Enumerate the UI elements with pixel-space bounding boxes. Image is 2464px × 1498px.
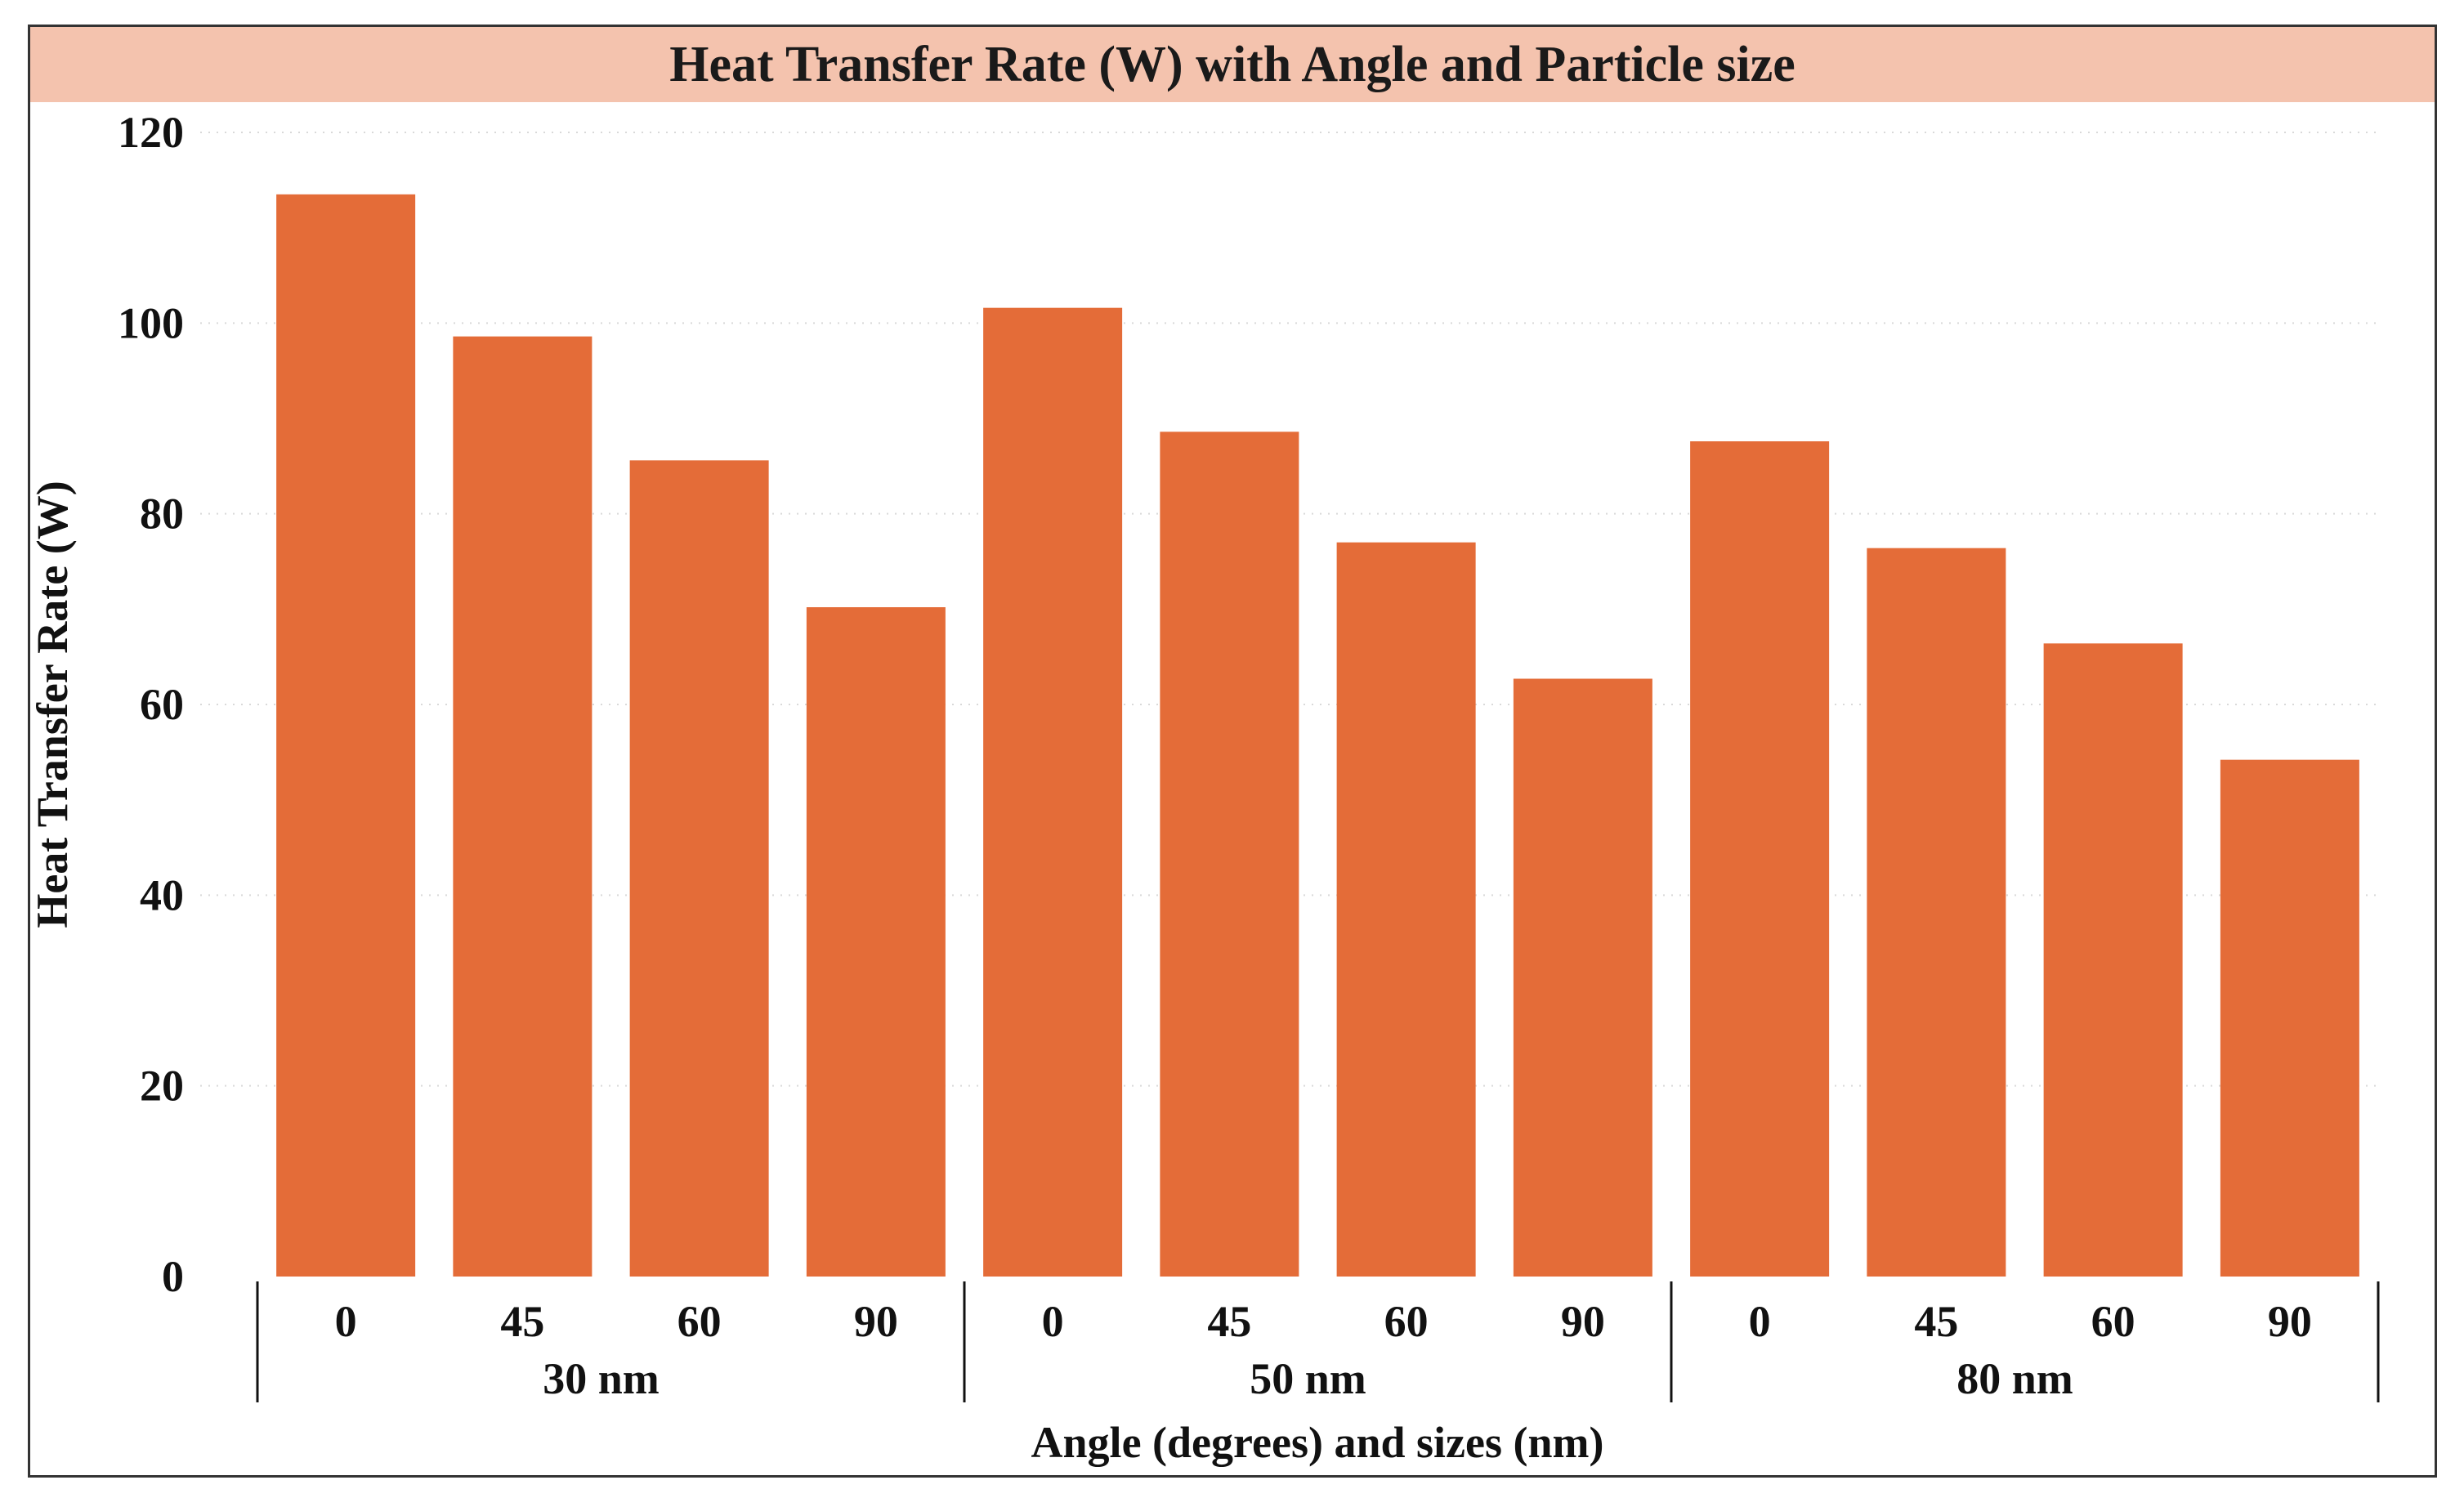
y-axis: 0 20 40 60 80 100 120: [118, 108, 184, 1301]
y-tick-label: 0: [162, 1252, 184, 1301]
y-tick-label: 120: [118, 108, 184, 157]
y-tick-label: 100: [118, 298, 184, 347]
x-tick-label: 60: [677, 1297, 722, 1346]
x-axis: 0 45 60 90 30 nm 0 45 60 90 50 nm 0 45 60 90 80 nm: [256, 1281, 2380, 1403]
bar-80nm-45: [1867, 548, 2006, 1277]
bar-80nm-0: [1690, 441, 1830, 1277]
x-tick-label: 90: [1561, 1297, 1605, 1346]
x-tick-label: 0: [1749, 1297, 1771, 1346]
x-tick-label: 45: [1207, 1297, 1251, 1346]
group-label: 30 nm: [543, 1354, 660, 1403]
gridlines: [200, 132, 2378, 1087]
x-tick-label: 0: [1042, 1297, 1064, 1346]
chart-title: Heat Transfer Rate (W) with Angle and Pa…: [669, 36, 1795, 92]
bar-50nm-60: [1336, 542, 1476, 1277]
bar-80nm-90: [2220, 759, 2359, 1277]
bar-50nm-90: [1513, 678, 1652, 1277]
y-tick-label: 80: [140, 490, 184, 539]
y-axis-label: Heat Transfer Rate (W): [28, 481, 77, 928]
y-tick-label: 40: [140, 870, 184, 919]
y-tick-label: 20: [140, 1062, 184, 1111]
x-axis-label: Angle (degrees) and sizes (nm): [1031, 1418, 1604, 1467]
group-label: 80 nm: [1956, 1354, 2073, 1403]
bar-50nm-0: [983, 307, 1123, 1277]
chart-title-band: Heat Transfer Rate (W) with Angle and Pa…: [30, 27, 2435, 102]
bar-30nm-60: [629, 460, 769, 1277]
x-tick-label: 45: [500, 1297, 544, 1346]
x-tick-label: 60: [1384, 1297, 1429, 1346]
x-tick-label: 0: [335, 1297, 357, 1346]
bar-30nm-0: [276, 194, 416, 1277]
bars: [276, 194, 2359, 1277]
bar-50nm-45: [1160, 432, 1299, 1277]
group-label: 50 nm: [1250, 1354, 1366, 1403]
x-tick-label: 90: [854, 1297, 898, 1346]
x-tick-label: 90: [2268, 1297, 2312, 1346]
y-tick-label: 60: [140, 680, 184, 729]
bar-30nm-90: [806, 607, 946, 1277]
bar-30nm-45: [453, 336, 593, 1277]
x-tick-label: 60: [2091, 1297, 2135, 1346]
x-tick-label: 45: [1914, 1297, 1958, 1346]
bar-80nm-60: [2043, 643, 2183, 1277]
